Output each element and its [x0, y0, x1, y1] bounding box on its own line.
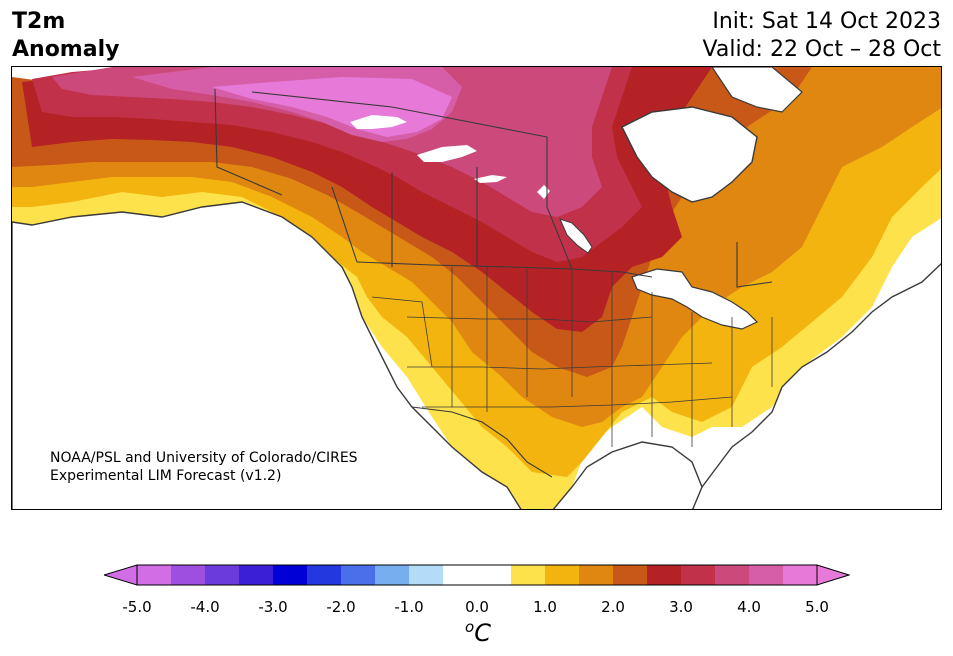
- colorbar-bin: [375, 565, 410, 585]
- credit-line-2: Experimental LIM Forecast (v1.2): [50, 468, 282, 484]
- colorbar-bin: [545, 565, 580, 585]
- colorbar-tick-label: 4.0: [737, 598, 761, 616]
- colorbar-bin: [273, 565, 308, 585]
- great-slave-lake: [417, 145, 477, 162]
- colorbar-bins: [137, 565, 818, 585]
- great-lakes: [631, 268, 759, 330]
- colorbar-bin: [511, 565, 546, 585]
- hudson-bay: [621, 106, 758, 203]
- colorbar-bin: [205, 565, 240, 585]
- colorbar-bin: [613, 565, 648, 585]
- colorbar-bin: [137, 565, 172, 585]
- credit-line-1: NOAA/PSL and University of Colorado/CIRE…: [50, 450, 358, 466]
- colorbar-over-arrow: [816, 564, 850, 586]
- alaska-border: [214, 88, 283, 196]
- province-line-bc: [331, 186, 358, 263]
- map-title: T2m Anomaly: [12, 8, 119, 64]
- colorbar-bin: [171, 565, 206, 585]
- colorbar-bin: [307, 565, 342, 585]
- valid-range: Valid: 22 Oct – 28 Oct: [702, 37, 941, 62]
- gulf-of-mexico: [552, 441, 703, 509]
- credit-text: NOAA/PSL and University of Colorado/CIRE…: [50, 449, 358, 485]
- colorbar-tick-label: -2.0: [326, 598, 356, 616]
- map-svg: [12, 67, 941, 509]
- ocean-pacific: [12, 201, 522, 509]
- colorbar-tick-label: -3.0: [258, 598, 288, 616]
- forecast-dates: Init: Sat 14 Oct 2023 Valid: 22 Oct – 28…: [703, 8, 941, 64]
- colorbar-tick-label: -1.0: [394, 598, 424, 616]
- colorbar-tick-label: -5.0: [122, 598, 152, 616]
- colorbar-bin: [409, 565, 444, 585]
- colorbar-tick-label: 2.0: [601, 598, 625, 616]
- colorbar-tick-label: 0.0: [465, 598, 489, 616]
- colorbar-bin: [579, 565, 614, 585]
- colorbar-bin: [647, 565, 682, 585]
- colorbar-tick-label: 3.0: [669, 598, 693, 616]
- colorbar-under-arrow: [104, 564, 138, 586]
- colorbar-bin: [715, 565, 750, 585]
- unit-degree-sup: o: [465, 618, 475, 636]
- anomaly-map: NOAA/PSL and University of Colorado/CIRE…: [11, 66, 942, 510]
- political-borders: [214, 88, 773, 478]
- state-borders: [371, 267, 773, 447]
- colorbar-unit: oC: [465, 618, 491, 647]
- lake-winnipeg: [559, 218, 593, 254]
- colorbar-bin: [477, 565, 512, 585]
- lake-athabasca: [474, 175, 507, 183]
- us-mexico-border: [411, 406, 553, 478]
- land-pink: [52, 67, 612, 217]
- title-line-1: T2m: [12, 9, 66, 34]
- colorbar-outline: [136, 564, 818, 586]
- colorbar: [104, 564, 850, 586]
- colorbar-bin: [341, 565, 376, 585]
- province-line-mb: [546, 137, 573, 270]
- nwt-line: [251, 91, 548, 138]
- quebec-line: [736, 242, 773, 288]
- init-date: Init: Sat 14 Oct 2023: [712, 9, 941, 34]
- colorbar-bin: [749, 565, 784, 585]
- colorbar-tick-label: 5.0: [805, 598, 829, 616]
- great-bear-lake: [350, 115, 407, 129]
- colorbar-bin: [783, 565, 818, 585]
- arctic-channel: [711, 67, 803, 113]
- colorbar-bin: [443, 565, 478, 585]
- colorbar-bin: [681, 565, 716, 585]
- colorbar-bin: [239, 565, 274, 585]
- unit-base: C: [474, 619, 491, 647]
- colorbar-tick-label: -4.0: [190, 598, 220, 616]
- us-canada-border: [356, 261, 653, 278]
- colorbar-tick-label: 1.0: [533, 598, 557, 616]
- title-line-2: Anomaly: [12, 37, 120, 62]
